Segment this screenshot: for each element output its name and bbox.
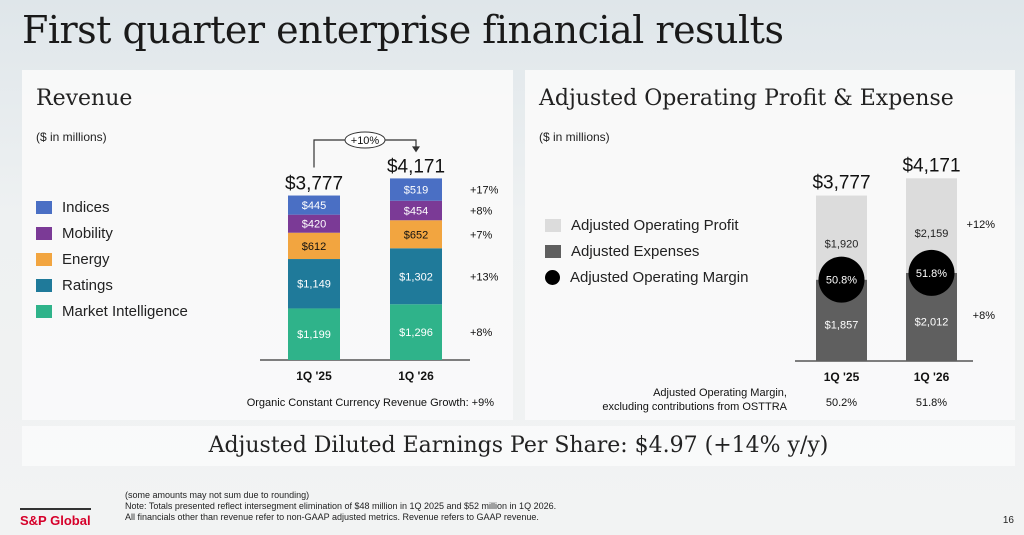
legend-item: Ratings (36, 272, 188, 298)
change-label: +8% (470, 327, 493, 339)
bar-segment (288, 214, 340, 233)
category-label: 1Q '26 (914, 370, 950, 384)
arrow-head-icon (412, 146, 420, 153)
category-label: 1Q '25 (824, 370, 860, 384)
margin-circle (908, 249, 955, 296)
profit-chart: $1,857 $1,920 50.8% $3,777 1Q '25 50.2% $2,012… (602, 155, 996, 413)
margin-label: 50.8% (826, 275, 857, 287)
total-label: $4,171 (387, 156, 445, 177)
segment-label: $1,296 (399, 327, 433, 339)
change-label: +8% (973, 310, 996, 322)
profit-title: Adjusted Operating Profit & Expense (539, 86, 954, 111)
bar-segment (288, 232, 340, 260)
legend-label: Ratings (62, 276, 113, 294)
revenue-panel: Revenue ($ in millions) Indices Mobility E… (22, 70, 513, 420)
legend-label: Market Intelligence (62, 302, 188, 320)
slide-title: First quarter enterprise financial resul… (22, 8, 784, 52)
footnote: All financials other than revenue refer … (125, 512, 539, 522)
margin-circle (818, 256, 865, 303)
segment-label: $1,857 (825, 319, 859, 331)
revenue-unit: ($ in millions) (36, 130, 107, 144)
revenue-title: Revenue (36, 86, 133, 111)
total-label: $3,777 (285, 174, 343, 195)
legend-item: Energy (36, 246, 188, 272)
margin-ex-label: excluding contributions from OSTTRA (602, 401, 787, 413)
segment-label: $1,199 (297, 329, 331, 341)
footnotes: (some amounts may not sum due to roundin… (125, 490, 556, 523)
eps-banner: Adjusted Diluted Earnings Per Share: $4.… (22, 426, 1015, 466)
segment-label: $420 (302, 219, 326, 231)
bar-segment (390, 248, 442, 305)
bar-segment (390, 304, 442, 360)
bar-segment (390, 200, 442, 221)
margin-label: 51.8% (916, 268, 947, 280)
change-label: +12% (967, 219, 996, 231)
segment-label: $1,920 (825, 239, 859, 251)
growth-label: +10% (351, 135, 380, 147)
category-label: 1Q '25 (296, 369, 332, 383)
bar-segment (288, 308, 340, 360)
segment-label: $1,302 (399, 271, 433, 283)
segment-label: $612 (302, 241, 326, 253)
bar-segment (288, 259, 340, 309)
legend-swatch (36, 200, 52, 214)
profit-unit: ($ in millions) (539, 130, 610, 144)
profit-panel: Adjusted Operating Profit & Expense ($ i… (525, 70, 1015, 420)
growth-badge (344, 131, 386, 149)
legend-swatch (36, 278, 52, 292)
legend-label: Indices (62, 198, 110, 216)
category-label: 1Q '26 (398, 369, 434, 383)
legend-item: Indices (36, 194, 188, 220)
legend-item: Adjusted Operating Margin (545, 264, 748, 290)
bar-segment (390, 220, 442, 249)
segment-label: $454 (404, 205, 428, 217)
legend-swatch (545, 218, 561, 232)
revenue-chart: $1,199 $1,149 $612 $420 $445 $3,777 1Q '25 $1,2… (247, 131, 499, 409)
margin-ex-value: 51.8% (916, 397, 947, 409)
segment-label: $445 (302, 200, 326, 212)
legend-swatch (545, 244, 561, 258)
change-label: +8% (470, 205, 493, 217)
sp-global-logo: S&P Global (20, 508, 91, 528)
legend-swatch (36, 226, 52, 240)
change-label: +7% (470, 229, 493, 241)
change-label: +17% (470, 185, 499, 197)
segment-label: $2,159 (915, 228, 949, 240)
total-label: $3,777 (812, 173, 870, 194)
legend-item: Adjusted Expenses (545, 238, 748, 264)
change-label: +13% (470, 271, 499, 283)
bar-segment (390, 178, 442, 201)
bar-segment (288, 195, 340, 215)
legend-item: Mobility (36, 220, 188, 246)
legend-item: Market Intelligence (36, 298, 188, 324)
segment-label: $2,012 (915, 316, 949, 328)
segment-label: $519 (404, 185, 428, 197)
footnote: (some amounts may not sum due to roundin… (125, 490, 310, 500)
margin-ex-label: Adjusted Operating Margin, (653, 387, 787, 399)
legend-label: Adjusted Operating Profit (571, 216, 739, 234)
legend-label: Energy (62, 250, 110, 268)
segment-label: $652 (404, 229, 428, 241)
legend-swatch (36, 252, 52, 266)
footnote: Note: Totals presented reflect intersegm… (125, 501, 557, 511)
legend-swatch (36, 304, 52, 318)
segment-label: $1,149 (297, 279, 331, 291)
profit-legend: Adjusted Operating Profit Adjusted Expens… (545, 212, 748, 290)
legend-label: Adjusted Operating Margin (570, 268, 749, 286)
page-number: 16 (1002, 515, 1014, 526)
legend-item: Adjusted Operating Profit (545, 212, 748, 238)
legend-label: Mobility (62, 224, 113, 242)
total-label: $4,171 (902, 155, 960, 176)
organic-growth-note: Organic Constant Currency Revenue Growth… (247, 397, 495, 409)
revenue-legend: Indices Mobility Energy Ratings Market Intel… (36, 194, 188, 324)
margin-ex-value: 50.2% (826, 397, 857, 409)
legend-label: Adjusted Expenses (571, 242, 700, 260)
legend-dot-icon (545, 269, 560, 285)
